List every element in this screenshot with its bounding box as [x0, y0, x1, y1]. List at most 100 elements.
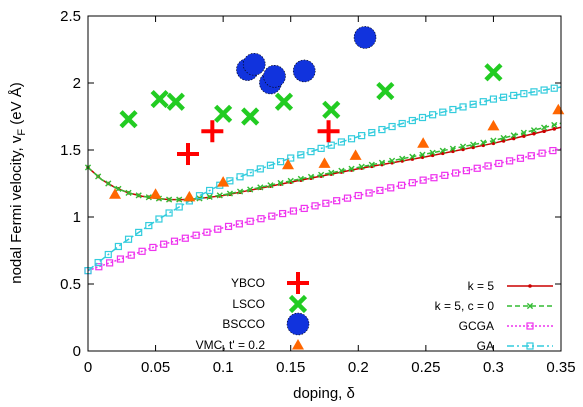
axis-ticks: 0 0.05 0.1 0.15 0.2 0.25 0.3 0.35 0 0.5 1 1.5 2 2.5 [60, 8, 575, 376]
series-k5c0-point [399, 155, 406, 162]
series-gcga-point [95, 263, 103, 271]
series-gcga-point [527, 152, 535, 160]
legend-marker-k5 [528, 284, 532, 288]
series-k5c0-point [236, 188, 244, 195]
series-ga-point [510, 91, 518, 100]
series-ga-point [206, 186, 214, 195]
legend-marker-k5c0 [526, 302, 534, 310]
series-gcga-point [408, 179, 416, 187]
y-axis-title-subscript: F [16, 129, 28, 136]
series-k5c0-point-b [541, 124, 548, 131]
series-gcga-point [441, 171, 449, 179]
series-layer [84, 26, 565, 275]
series-gcga-point [343, 194, 352, 202]
legend-marker-ga [526, 342, 534, 350]
series-bscco-point [242, 52, 266, 76]
series-lsco-point [241, 107, 260, 126]
series-gcga-point [322, 199, 330, 207]
series-lsco-point-b [166, 92, 185, 111]
series-ga-point [287, 154, 295, 162]
series-ga-point [358, 131, 366, 140]
series-k5c0-point-b [358, 163, 365, 170]
series-bscco-point [292, 59, 316, 83]
series-ga-point [388, 122, 396, 131]
series-ga-point [499, 93, 508, 101]
series-lsco-point-b [241, 107, 260, 126]
series-ga [84, 84, 562, 275]
series-gcga-point [224, 222, 233, 231]
legend-label-ybco: YBCO [231, 276, 265, 290]
y-tick-label: 2 [73, 75, 81, 92]
series-gcga-point [138, 247, 146, 255]
series-gcga-point [235, 220, 243, 228]
series-k5-point [542, 129, 546, 134]
series-k5c0-point [135, 192, 142, 199]
series-k5c0-point [125, 189, 132, 196]
series-k5c0-point [439, 147, 446, 154]
series-k5c0-point [388, 157, 396, 164]
series-gcga-point [354, 191, 362, 200]
legend-marker-vmc [292, 339, 304, 350]
series-ga-point [418, 113, 427, 122]
series-vmc-point [417, 137, 430, 148]
x-tick-label: 0.15 [276, 359, 305, 376]
series-lsco-point [484, 63, 503, 82]
y-tick-label: 0.5 [60, 276, 81, 293]
legend-marker-ybco [287, 272, 309, 294]
series-k5c0-point-b [500, 134, 507, 142]
series-gcga-point [516, 154, 525, 162]
series-gcga-point [484, 162, 492, 170]
series-vmc-point [109, 188, 122, 199]
series-ga-point [94, 258, 102, 267]
series-ga-point [195, 192, 204, 200]
series-k5c0-point [277, 179, 284, 187]
series-ga-point [479, 98, 487, 106]
series-lsco-point [119, 110, 138, 129]
series-k5-point [501, 139, 506, 143]
series-lsco-point [166, 92, 185, 111]
series-k5c0-point-b [206, 193, 213, 200]
plot-frame [87, 15, 562, 352]
series-ybco-point [317, 120, 340, 143]
series-ga-point [337, 138, 345, 146]
series-vmc-point [552, 103, 565, 115]
series-gcga [84, 146, 562, 275]
series-ga-point [276, 158, 285, 166]
series-k5c0-point-b [449, 145, 456, 152]
series-k5c0-point [470, 141, 477, 148]
series-ybco [177, 120, 340, 166]
series-ga-point [165, 209, 173, 217]
series-lsco-point-b [150, 89, 169, 109]
series-k5c0-point-b [287, 177, 294, 184]
series-ga-point [175, 203, 183, 211]
series-k5c0-point [115, 185, 122, 192]
series-k5c0-point-b [530, 127, 538, 134]
series-ga-point [256, 165, 264, 173]
legend-label-bscco: BSCCO [222, 317, 265, 331]
series-ga-point [550, 84, 558, 92]
series-gcga-point [214, 225, 222, 233]
series-gcga-point [506, 157, 514, 165]
series-gcga-point [549, 146, 557, 155]
series-k5c0-point-b [409, 153, 416, 160]
series-k5c0-point [338, 167, 345, 174]
series-bscco [236, 26, 377, 95]
y-axis-title-unit: (eV Å) [8, 82, 25, 129]
series-lsco-point [150, 89, 169, 109]
series-gcga-point [170, 237, 179, 245]
series-lsco-point-b [376, 81, 395, 101]
series-k5c0-point-b [338, 167, 345, 174]
series-lsco-point-b [484, 63, 503, 82]
series-k5c0-point-b [520, 129, 527, 136]
series-k5c0-point [480, 139, 487, 146]
series-k5c0-point-b [439, 147, 446, 154]
series-k5-point [511, 136, 516, 141]
series-k5c0-point [257, 184, 264, 191]
series-k5c0-point [520, 129, 527, 136]
series-vmc-point [183, 190, 196, 202]
series-ga-point [530, 88, 538, 96]
series-bscco-point [353, 26, 377, 49]
series-gcga-point [462, 167, 470, 175]
series-k5c0-point-b [236, 188, 244, 195]
